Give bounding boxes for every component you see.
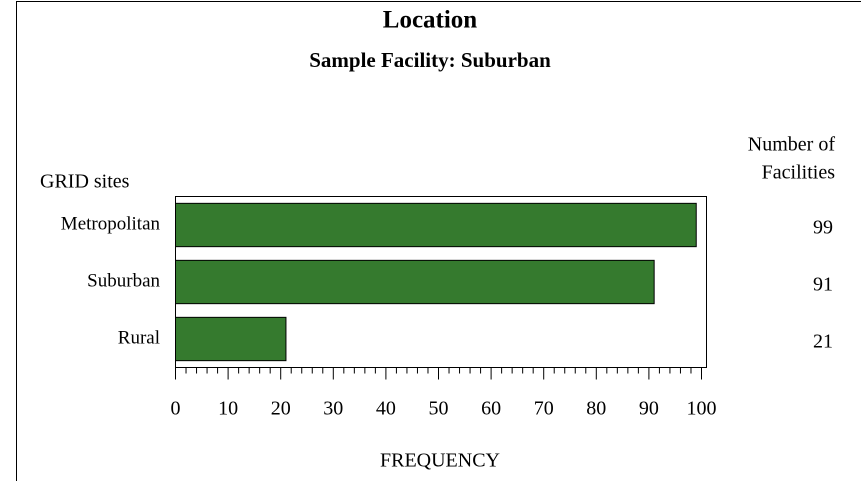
x-tick-label: 60 bbox=[481, 398, 501, 420]
y-tick-label: Metropolitan bbox=[61, 213, 161, 234]
bar bbox=[175, 316, 287, 362]
chart-subtitle: Sample Facility: Suburban bbox=[309, 48, 551, 72]
y-axis-label: GRID sites bbox=[40, 171, 130, 193]
x-tick-label: 40 bbox=[376, 398, 396, 420]
y-tick-label: Suburban bbox=[87, 270, 160, 291]
x-axis-label: FREQUENCY bbox=[380, 450, 500, 472]
x-tick-label: 20 bbox=[271, 398, 291, 420]
x-tick-label: 80 bbox=[586, 398, 606, 420]
x-tick-label: 90 bbox=[639, 398, 659, 420]
value-label: 99 bbox=[813, 217, 833, 239]
x-tick-label: 70 bbox=[534, 398, 554, 420]
value-label: 91 bbox=[813, 274, 833, 296]
y-tick-label: Rural bbox=[118, 327, 160, 348]
x-tick-label: 50 bbox=[429, 398, 449, 420]
chart-title: Location bbox=[383, 7, 478, 34]
bar bbox=[175, 259, 655, 305]
value-label: 21 bbox=[813, 331, 833, 353]
bar bbox=[175, 202, 697, 248]
x-tick-label: 10 bbox=[218, 398, 238, 420]
value-column-header: Number of bbox=[748, 134, 836, 156]
frame bbox=[16, 1, 861, 481]
x-tick-label: 0 bbox=[171, 398, 181, 420]
x-tick-label: 30 bbox=[323, 398, 343, 420]
x-tick-label: 100 bbox=[687, 398, 717, 420]
value-column-header: Facilities bbox=[762, 162, 836, 184]
